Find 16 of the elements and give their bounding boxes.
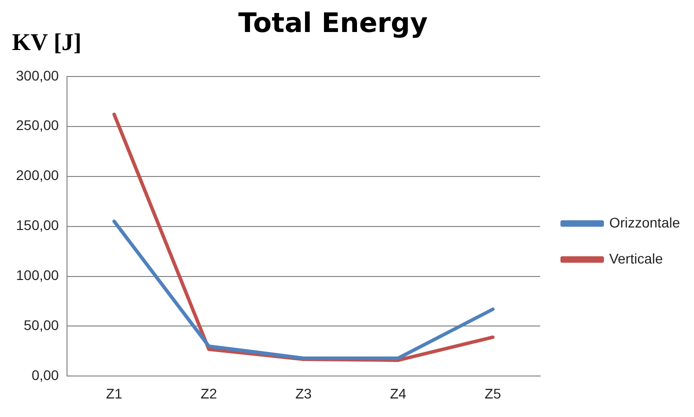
y-tick-label: 150,00 <box>16 217 60 234</box>
legend-label: Orizzontale <box>609 214 680 230</box>
x-tick-label: Z3 <box>295 385 312 402</box>
x-tick-label: Z5 <box>484 385 502 402</box>
chart-title: Total Energy <box>237 8 429 39</box>
y-tick-label: 200,00 <box>16 167 60 184</box>
x-tick-label: Z2 <box>200 385 218 402</box>
y-axis-title: KV [J] <box>12 30 82 57</box>
legend-label: Verticale <box>609 250 664 266</box>
y-tick-label: 300,00 <box>16 67 60 84</box>
x-tick-label: Z1 <box>106 385 123 402</box>
y-tick-label: 0,00 <box>32 367 60 384</box>
y-tick-label: 100,00 <box>16 267 60 284</box>
y-tick-label: 250,00 <box>16 117 60 134</box>
x-tick-label: Z4 <box>390 385 407 402</box>
y-tick-label: 50,00 <box>24 317 60 334</box>
